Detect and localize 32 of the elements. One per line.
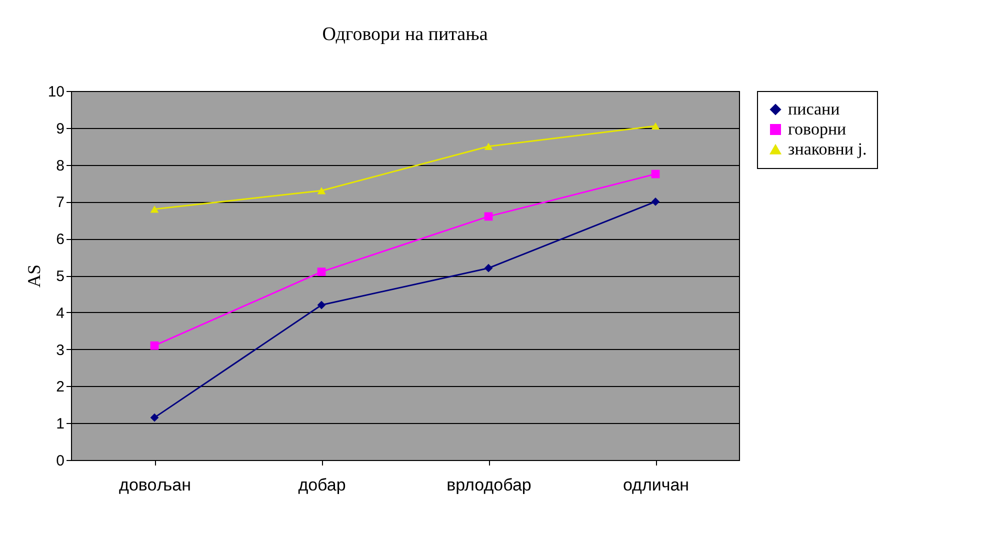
y-tick-label: 4	[56, 304, 64, 322]
y-tick-label: 1	[56, 416, 64, 433]
point	[651, 170, 660, 178]
x-tick-label: врлодобар	[446, 476, 532, 494]
x-tick-label: добар	[298, 476, 346, 494]
point	[484, 142, 493, 150]
legend-label: писани	[788, 100, 840, 118]
y-tick-label: 7	[56, 194, 64, 212]
x-tick-label: довољан	[119, 476, 191, 494]
point	[317, 268, 326, 276]
y-tick-label: 0	[56, 452, 64, 470]
y-tick-label: 9	[56, 120, 64, 138]
point	[484, 264, 493, 272]
point	[317, 187, 326, 194]
point	[150, 413, 159, 422]
legend-label: говорни	[788, 120, 846, 138]
y-tick-label: 3	[56, 342, 64, 359]
y-tick-label: 6	[56, 231, 64, 248]
point	[484, 212, 493, 221]
point	[150, 205, 159, 213]
point	[651, 198, 660, 206]
legend-label: знаковни ј.	[788, 140, 867, 158]
chart-title: Одговори на питања	[322, 24, 488, 45]
y-tick-label: 5	[56, 268, 64, 285]
y-tick-label: 10	[48, 84, 64, 100]
x-tick-label: одличан	[622, 476, 690, 494]
point	[651, 122, 660, 130]
point	[150, 341, 159, 350]
y-axis-title: AS	[24, 264, 44, 288]
y-tick-label: 2	[56, 378, 64, 396]
y-tick-label: 8	[56, 157, 64, 174]
point	[317, 300, 326, 310]
